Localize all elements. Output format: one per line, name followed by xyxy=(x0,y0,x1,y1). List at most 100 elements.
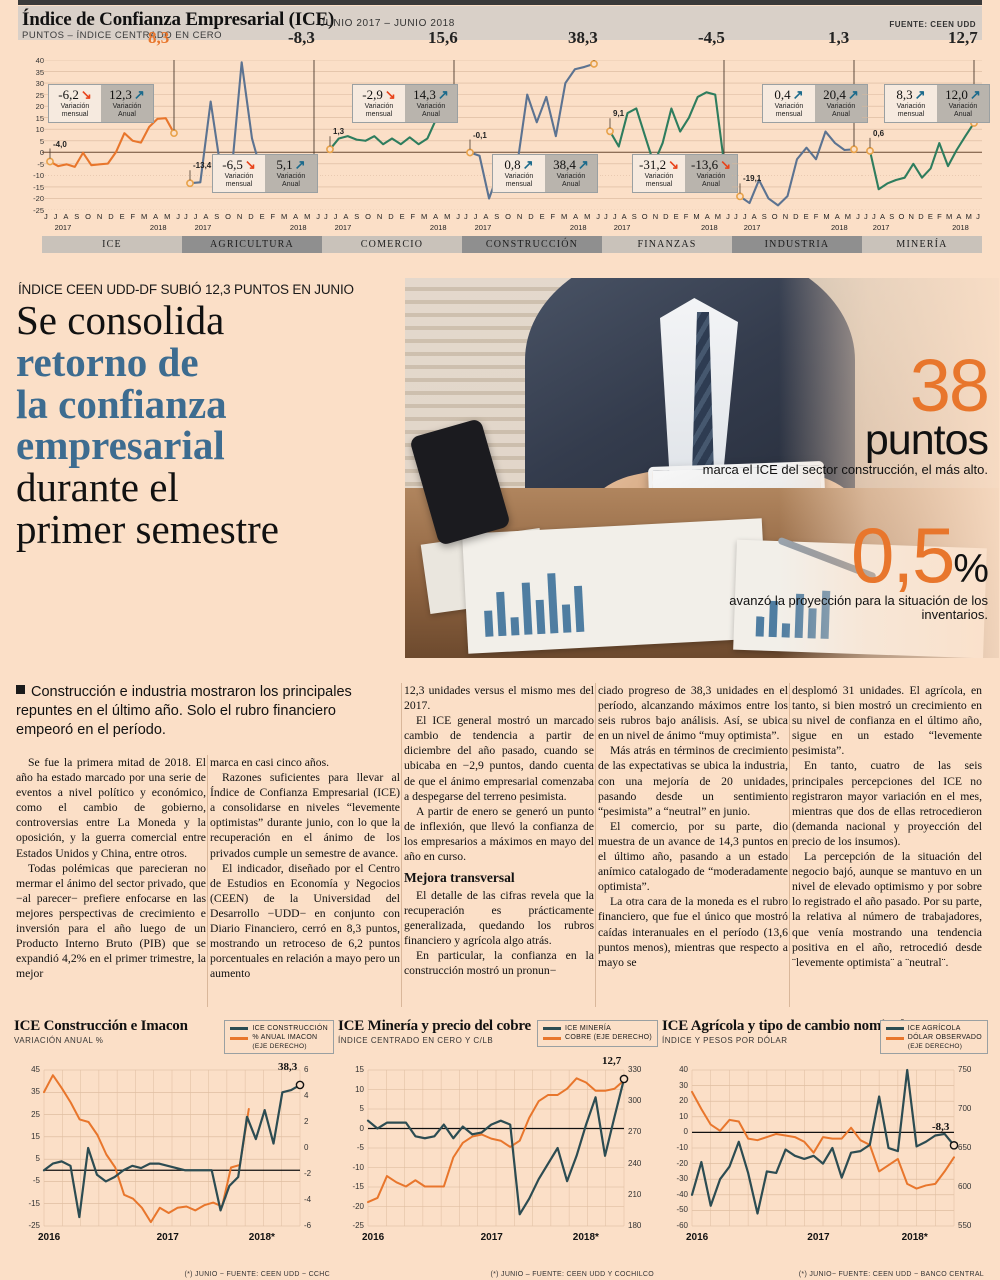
y-tick-right: -4 xyxy=(304,1195,312,1204)
y-tick-right: 2 xyxy=(304,1117,309,1126)
y-tick-left: -15 xyxy=(28,1198,40,1208)
y-tick-left: 20 xyxy=(679,1096,688,1106)
month-tick: M xyxy=(844,212,852,221)
month-tick: O xyxy=(771,212,778,221)
y-tick: 20 xyxy=(35,102,44,112)
legend-sublabel: (EJE DERECHO) xyxy=(252,1042,307,1050)
month-tick: A xyxy=(63,212,69,221)
month-tick: N xyxy=(782,212,789,221)
arrow-down-icon: ↘ xyxy=(244,157,256,173)
month-tick: A xyxy=(203,212,209,221)
panel-year-axis: 2017 2018 xyxy=(862,223,982,235)
panel-end-value: 12,7 xyxy=(948,28,978,47)
panel-variation-box: -6,2 ↘ Variación mensual 12,3 ↗ Variación An… xyxy=(48,84,154,123)
chart-plot xyxy=(662,1062,988,1252)
photo-doc-bars xyxy=(482,572,585,637)
month-tick: N xyxy=(652,212,659,221)
article-column-2: marca en casi cinco años. Razones suficie… xyxy=(210,755,400,1007)
year-left: 2017 xyxy=(334,223,352,232)
variation-monthly: -2,9 ↘ Variación mensual xyxy=(353,85,405,122)
month-tick: J xyxy=(193,212,198,221)
month-tick: A xyxy=(751,212,757,221)
month-tick: J xyxy=(333,212,338,221)
panel-sector-label: ICE xyxy=(42,236,182,253)
chart-title: ICE Minería y precio del cobre xyxy=(338,1018,531,1034)
y-tick-right: 180 xyxy=(628,1221,642,1230)
arrow-up-icon: ↗ xyxy=(577,157,589,173)
y-tick-left: 10 xyxy=(355,1084,364,1094)
variation-monthly: -6,2 ↘ Variación mensual xyxy=(49,85,101,122)
month-tick: F xyxy=(813,212,819,221)
x-tick: 2018* xyxy=(248,1232,275,1243)
x-tick: 2017 xyxy=(156,1232,179,1243)
panel-plot xyxy=(732,60,862,210)
y-tick-left: 10 xyxy=(679,1111,688,1121)
chart-construccion-imacon: ICE Construcción e Imacon VARIACIÓN ANUA… xyxy=(14,1018,334,1278)
month-tick: M xyxy=(714,212,722,221)
article-paragraph: Se fue la primera mitad de 2018. El año … xyxy=(16,756,206,860)
month-tick: J xyxy=(856,212,860,221)
panel-end-value: 38,3 xyxy=(568,28,598,47)
month-tick: M xyxy=(444,212,451,221)
chart-plot xyxy=(14,1062,334,1252)
x-tick: 2017 xyxy=(480,1232,503,1243)
month-tick: J xyxy=(53,212,58,221)
legend-label: COBRE (EJE DERECHO) xyxy=(565,1034,652,1042)
variation-monthly-caption: Variación mensual xyxy=(504,172,534,188)
article-paragraph: La percepción de la situación del negoci… xyxy=(792,850,982,969)
column-divider xyxy=(207,755,208,1007)
month-tick: S xyxy=(214,212,220,221)
y-tick-left: 25 xyxy=(31,1109,40,1119)
month-tick: O xyxy=(365,212,371,221)
headline-line-3: empresarial xyxy=(16,422,225,469)
variation-monthly: -31,2 ↘ Variación mensual xyxy=(633,155,685,192)
year-left: 2017 xyxy=(474,223,492,232)
x-tick: 2016 xyxy=(686,1232,709,1243)
arrow-down-icon: ↘ xyxy=(80,87,92,103)
panel-end-value: -4,5 xyxy=(698,28,725,47)
month-tick: J xyxy=(734,212,738,221)
month-tick: M xyxy=(140,212,148,221)
top-chart-subtitle: PUNTOS – ÍNDICE CENTRADO EN CERO xyxy=(22,30,223,41)
year-left: 2017 xyxy=(54,223,72,232)
month-tick: J xyxy=(324,212,328,221)
page-title: Se consolida retorno de la confianza empres… xyxy=(16,299,406,551)
arrow-up-icon: ↗ xyxy=(847,87,859,103)
variation-annual-caption: Variación Anual xyxy=(826,102,856,118)
month-tick: S xyxy=(494,212,500,221)
y-tick-right: 750 xyxy=(958,1065,972,1074)
month-tick: S xyxy=(761,212,767,221)
month-tick: J xyxy=(612,212,617,221)
article-paragraph: Más atrás en términos de crecimiento de … xyxy=(598,744,788,818)
arrow-up-icon: ↗ xyxy=(522,157,534,173)
variation-monthly-value: 8,3 ↗ xyxy=(896,87,926,103)
article-column-3: 12,3 unidades versus el mismo mes del 20… xyxy=(404,683,594,1007)
variation-monthly-caption: Variación mensual xyxy=(224,172,254,188)
month-tick: M xyxy=(560,212,568,221)
month-tick: J xyxy=(184,212,188,221)
month-tick: F xyxy=(130,212,136,221)
y-tick-left: 15 xyxy=(31,1131,40,1141)
legend-swatch xyxy=(230,1036,249,1040)
y-tick-right: 240 xyxy=(628,1158,642,1168)
article-paragraph: marca en casi cinco años. xyxy=(210,756,330,769)
variation-annual-value: 20,4 ↗ xyxy=(823,87,859,103)
panel-end-value: 8,3 xyxy=(148,28,170,47)
y-tick-left: 15 xyxy=(355,1065,364,1074)
month-tick: N xyxy=(236,212,243,221)
month-tick: D xyxy=(388,212,394,221)
chart-plot xyxy=(338,1062,658,1252)
month-tick: M xyxy=(280,212,288,221)
month-tick: S xyxy=(354,212,360,221)
legend-entry: ICE CONSTRUCCIÓN xyxy=(230,1024,328,1033)
y-tick-left: 0 xyxy=(359,1123,364,1133)
chart-legend: ICE MINERÍA COBRE (EJE DERECHO) xyxy=(537,1020,658,1047)
variation-monthly-caption: Variación mensual xyxy=(60,102,90,118)
article-paragraph: ciado progreso de 38,3 unidades en el pe… xyxy=(598,684,788,743)
percent-symbol: % xyxy=(953,547,989,591)
article-paragraph: En particular, la confianza en la constr… xyxy=(404,948,594,977)
panel-year-axis: 2017 2018 xyxy=(322,223,462,235)
y-tick-left: -25 xyxy=(352,1221,364,1230)
x-tick: 2018* xyxy=(901,1232,928,1243)
